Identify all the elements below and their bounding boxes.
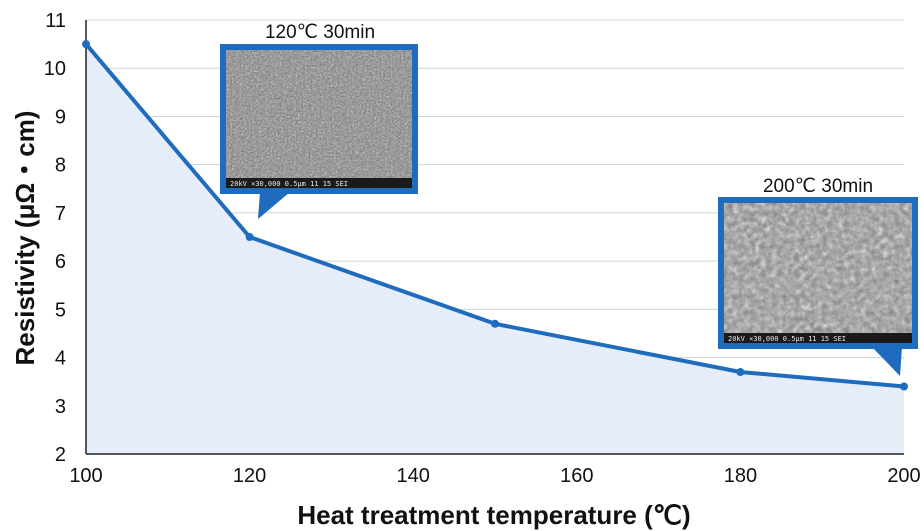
sem-caption-120c: 20kV ×30,000 0.5μm 11 15 SEI — [230, 180, 348, 188]
sem-caption-200c: 20kV ×30,000 0.5μm 11 15 SEI — [728, 335, 846, 343]
sem-texture-120c — [226, 50, 412, 188]
y-tick-label: 3 — [55, 396, 66, 418]
x-tick-label: 200 — [887, 465, 920, 487]
y-tick-label: 4 — [55, 348, 66, 370]
x-tick-label: 120 — [233, 465, 266, 487]
annotation-label-120c: 120℃ 30min — [265, 22, 375, 43]
y-tick-label: 6 — [55, 251, 66, 273]
y-tick-labels: 2 3 4 5 6 7 8 9 10 11 — [44, 10, 66, 466]
annotation-label-200c: 200℃ 30min — [763, 176, 873, 197]
sem-caption-bar-120c — [226, 178, 412, 188]
y-tick-label: 8 — [55, 155, 66, 177]
data-point-100 — [82, 40, 90, 49]
x-tick-label: 180 — [724, 465, 757, 487]
y-tick-label: 7 — [55, 203, 66, 225]
callout-pointer-200c — [872, 347, 902, 376]
area-fill — [86, 44, 904, 454]
data-point-120 — [245, 233, 254, 241]
x-tick-label: 140 — [397, 465, 430, 487]
y-tick-label: 9 — [55, 106, 66, 128]
data-point-180 — [736, 368, 745, 377]
data-point-200 — [900, 382, 908, 391]
y-tick-label: 5 — [55, 299, 66, 321]
data-points — [82, 40, 908, 391]
x-tick-label: 160 — [560, 465, 593, 487]
x-axis-title: Heat treatment temperature (℃) — [297, 500, 690, 530]
y-tick-label: 11 — [45, 10, 66, 32]
y-tick-label: 10 — [44, 58, 66, 80]
y-axis-title: Resistivity (μΩ・cm) — [10, 111, 40, 366]
data-point-150 — [491, 319, 499, 328]
x-tick-labels: 100 120 140 160 180 200 — [69, 465, 920, 487]
callout-pointer-120c — [258, 192, 290, 219]
y-tick-label: 2 — [55, 444, 66, 466]
sem-caption-bar-200c — [724, 333, 912, 343]
x-tick-label: 100 — [69, 465, 102, 487]
sem-texture-200c — [724, 203, 912, 343]
annotation-200c: 200℃ 30min 20kV ×30,000 0.5μm 11 15 SEI — [718, 176, 918, 376]
annotation-120c: 120℃ 30min 20kV ×30,000 0.5μm 11 15 SEI — [220, 22, 418, 219]
axes — [85, 20, 904, 455]
